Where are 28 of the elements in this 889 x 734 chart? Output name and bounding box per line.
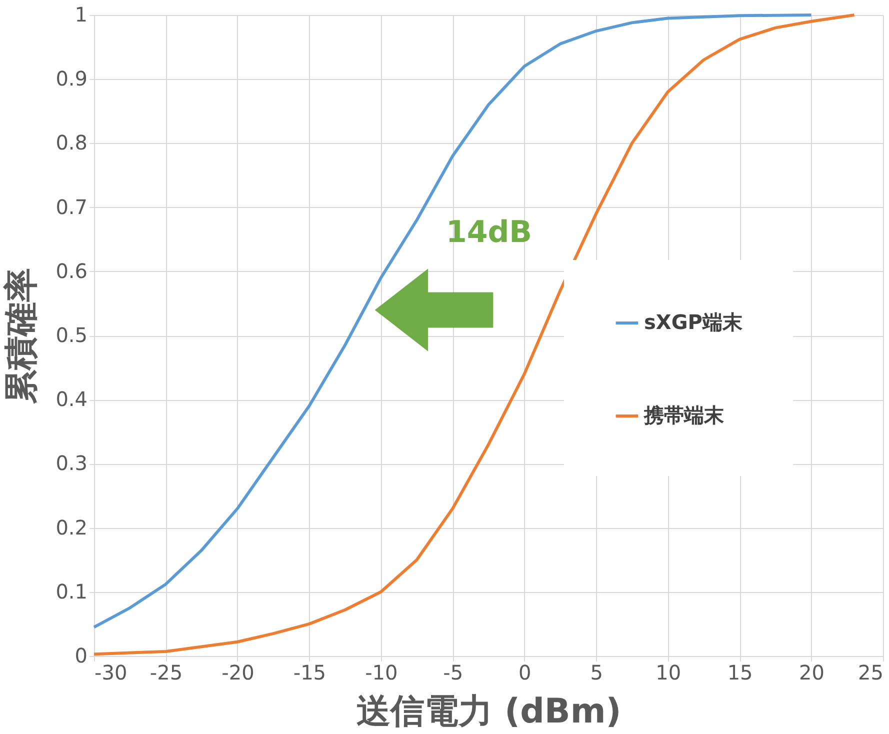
x-tick-label: -20 xyxy=(222,660,254,684)
x-tick-label: 20 xyxy=(799,660,824,684)
y-tick-label: 0.7 xyxy=(56,194,88,219)
annotation: 14dB xyxy=(446,215,532,250)
y-tick-label: 0.6 xyxy=(56,258,88,283)
y-tick-label: 0.2 xyxy=(56,515,88,540)
y-tick-label: 0.5 xyxy=(56,323,88,347)
y-tick-label: 0.9 xyxy=(56,66,88,91)
x-tick-label: 0 xyxy=(518,660,532,684)
y-tick-label: 0.8 xyxy=(56,130,88,155)
x-axis-title: 送信電力 (dBm) xyxy=(356,692,622,732)
y-axis-title: 累積確率 xyxy=(2,268,42,404)
x-tick-label: -15 xyxy=(293,660,326,684)
x-tick-label: -25 xyxy=(150,660,183,684)
x-tick-label: 5 xyxy=(590,660,603,684)
y-tick-label: 0 xyxy=(74,644,88,668)
x-tick-label: -30 xyxy=(94,660,128,684)
x-tick-label: -5 xyxy=(443,660,464,684)
y-tick-label: 0.3 xyxy=(56,451,88,476)
y-tick-label: 1 xyxy=(74,2,88,26)
y-tick-label: 0.1 xyxy=(56,579,88,604)
legend-label: 携帯端末 xyxy=(643,403,725,427)
x-tick-label: 10 xyxy=(656,660,682,684)
x-tick-label: -10 xyxy=(365,660,398,684)
x-tick-label: 25 xyxy=(858,660,884,684)
y-tick-label: 0.4 xyxy=(56,387,88,412)
x-tick-label: 15 xyxy=(727,660,753,684)
legend-label: sXGP端末 xyxy=(644,310,744,334)
